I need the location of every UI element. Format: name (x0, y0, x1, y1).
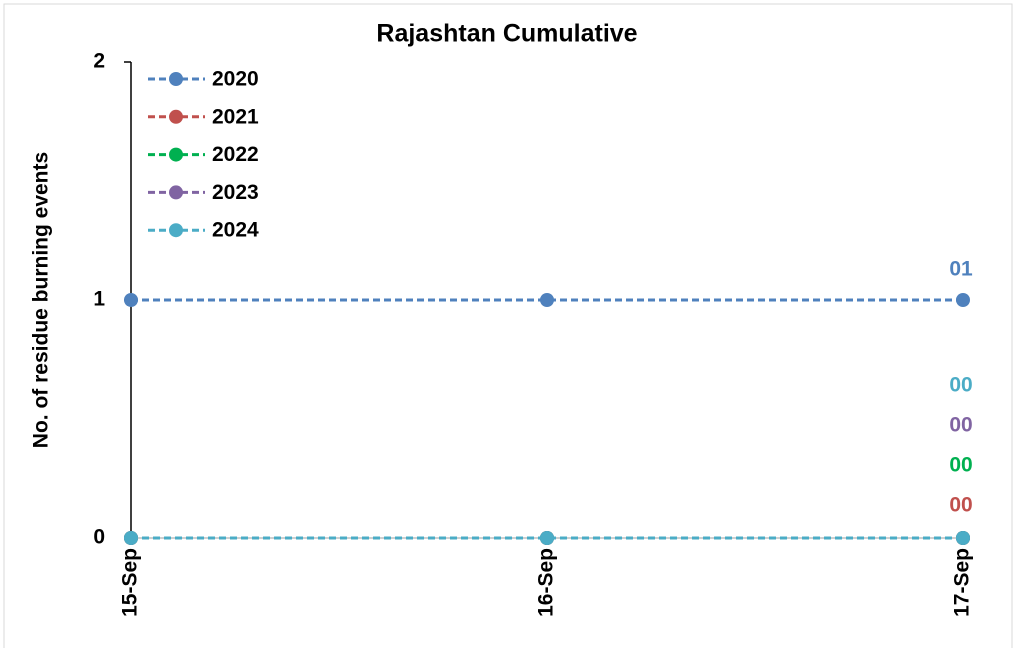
legend-marker (169, 147, 183, 162)
chart-border (3, 3, 1013, 648)
x-tick-label: 16-Sep (535, 548, 558, 617)
data-label: 00 (949, 414, 972, 437)
data-point (956, 531, 970, 545)
data-point (540, 531, 554, 545)
data-label: 01 (949, 258, 973, 281)
legend-marker (169, 72, 183, 86)
legend-label: 2023 (212, 181, 259, 204)
y-tick-label: 0 (93, 526, 105, 549)
data-label: 00 (949, 374, 972, 397)
legend-marker (169, 109, 183, 124)
data-point (540, 293, 554, 307)
y-tick-label: 2 (93, 50, 105, 73)
legend-label: 2021 (212, 105, 259, 128)
data-point (124, 531, 138, 545)
data-label: 00 (949, 494, 972, 517)
data-point (124, 293, 138, 307)
data-point (956, 293, 970, 307)
x-tick-label: 17-Sep (951, 548, 974, 617)
legend-label: 2024 (212, 219, 259, 242)
legend-marker (169, 223, 183, 238)
legend-label: 2020 (212, 68, 259, 91)
chart-title: Rajashtan Cumulative (376, 20, 637, 48)
y-tick-label: 1 (93, 288, 105, 311)
data-label: 00 (949, 454, 972, 477)
y-axis-label: No. of residue burning events (30, 152, 53, 448)
legend-label: 2022 (212, 143, 259, 166)
x-tick-label: 15-Sep (119, 548, 142, 617)
legend-marker (169, 185, 183, 200)
